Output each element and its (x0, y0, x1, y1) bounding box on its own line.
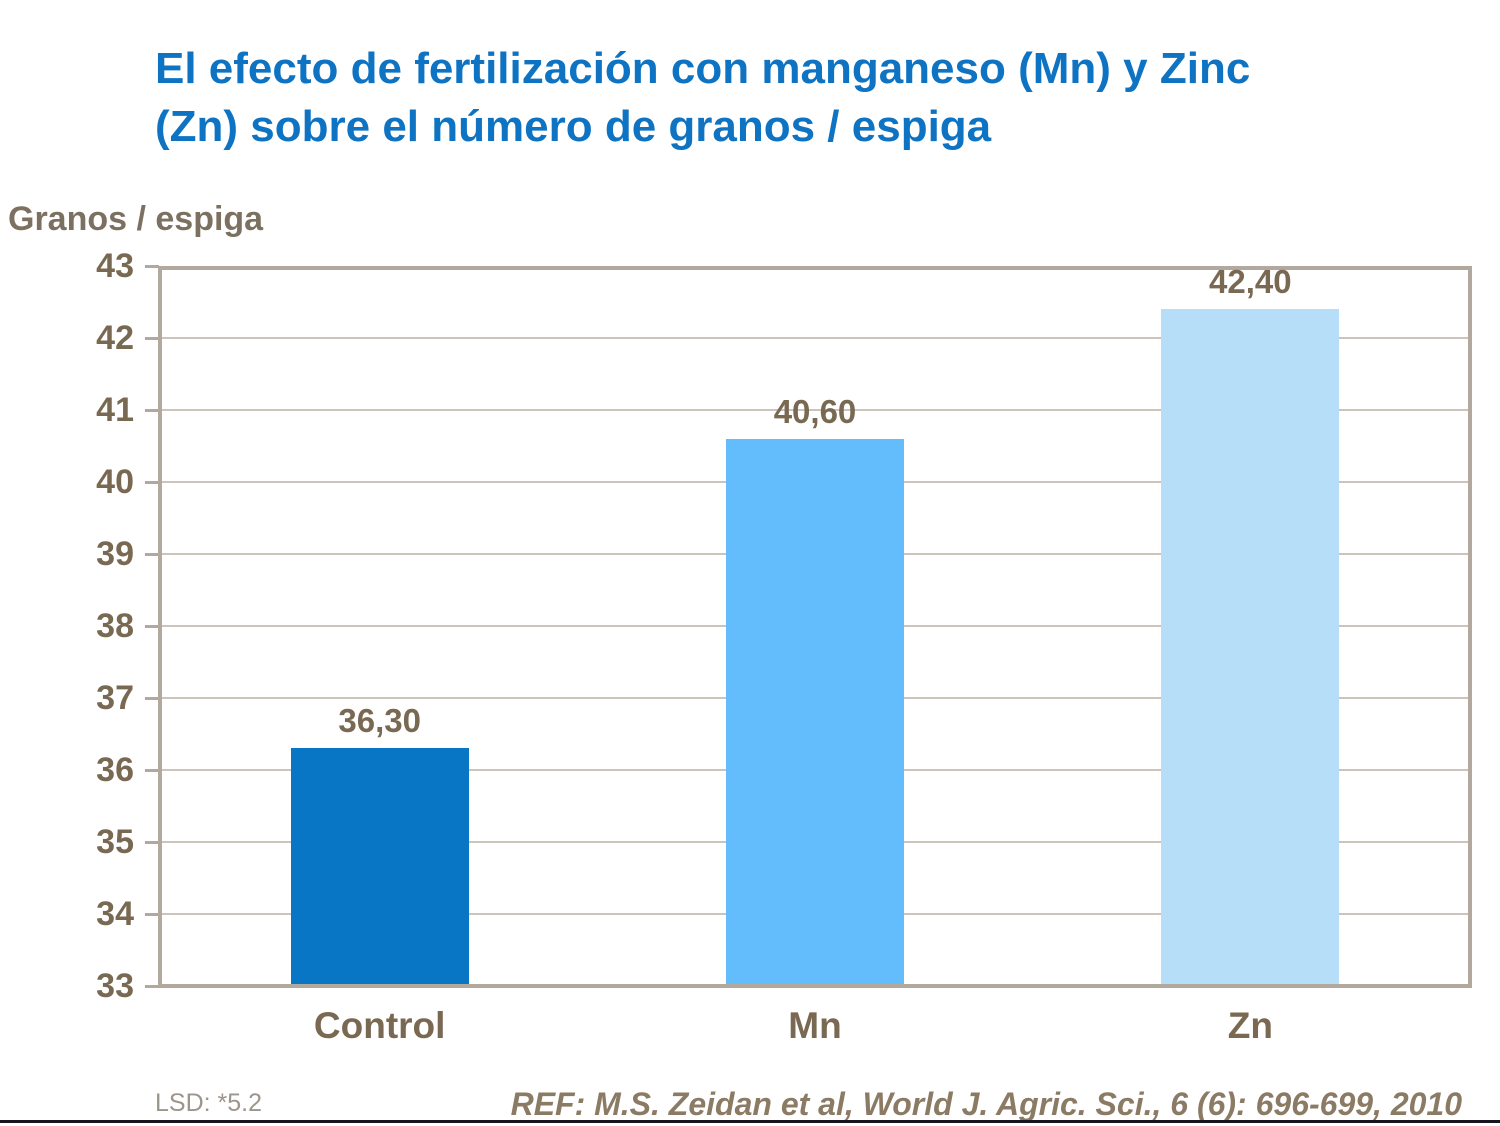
gridline-41 (162, 409, 1468, 411)
y-axis-tick-39 (145, 553, 159, 556)
y-axis-tick-33 (145, 985, 159, 988)
lsd-footnote: LSD: *5.2 (155, 1089, 263, 1117)
y-axis-tick-34 (145, 913, 159, 916)
bar-mn (726, 438, 904, 984)
slide-title-line2: (Zn) sobre el número de granos / espiga (155, 102, 992, 151)
y-axis-label-38: 38 (96, 607, 134, 645)
y-axis-label-40: 40 (96, 463, 134, 501)
y-axis-tick-40 (145, 481, 159, 484)
y-axis-tick-41 (145, 409, 159, 412)
plot-area (158, 266, 1472, 988)
bar-value-label-mn: 40,60 (773, 392, 857, 430)
y-axis-tick-42 (145, 337, 159, 340)
bar-value-label-zn: 42,40 (1209, 263, 1292, 301)
slide-title-line1: El efecto de fertilización con manganeso… (155, 44, 1251, 93)
y-axis-tick-43 (145, 265, 159, 268)
category-label-mn: Mn (788, 1005, 842, 1046)
y-axis-label-33: 33 (96, 967, 134, 1005)
y-axis-label-35: 35 (96, 823, 134, 861)
y-axis-title: Granos / espiga (8, 200, 264, 238)
y-axis-label-42: 42 (96, 319, 134, 357)
y-axis-label-43: 43 (96, 247, 134, 285)
y-axis-tick-37 (145, 697, 159, 700)
bar-zn (1161, 309, 1340, 984)
gridline-42 (162, 337, 1468, 339)
y-axis-label-36: 36 (96, 751, 134, 789)
slide-title: El efecto de fertilización con manganeso… (155, 40, 1465, 156)
bottom-rule (0, 1120, 1500, 1123)
y-axis-label-37: 37 (96, 679, 134, 717)
y-axis-label-41: 41 (96, 391, 134, 429)
reference-citation: REF: M.S. Zeidan et al, World J. Agric. … (510, 1086, 1462, 1122)
category-label-zn: Zn (1227, 1005, 1273, 1046)
y-axis-label-34: 34 (96, 895, 134, 933)
y-axis-tick-38 (145, 625, 159, 628)
bar-control (290, 748, 469, 984)
category-label-control: Control (313, 1005, 446, 1046)
bar-value-label-control: 36,30 (338, 702, 421, 740)
y-axis-tick-36 (145, 769, 159, 772)
y-axis-tick-35 (145, 841, 159, 844)
y-axis-label-39: 39 (96, 535, 134, 573)
